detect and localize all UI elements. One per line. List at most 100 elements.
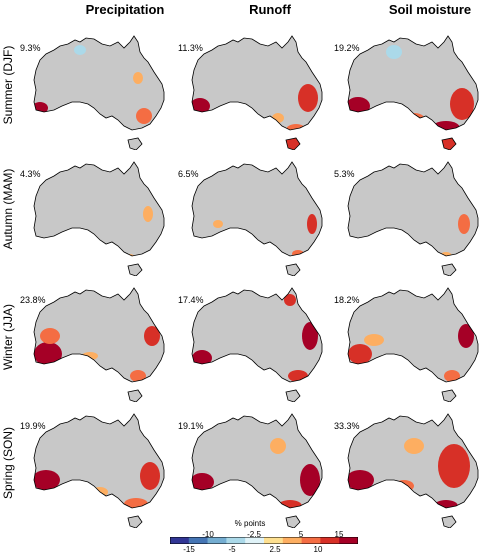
area-percentage-label: 5.3% xyxy=(334,169,355,179)
anomaly-region xyxy=(133,72,143,84)
tasmania-shape xyxy=(127,515,143,528)
map-panel-winter-precip: 23.8% xyxy=(20,280,172,402)
anomaly-region xyxy=(348,344,372,364)
anomaly-region xyxy=(192,473,214,491)
column-title-soil-moisture: Soil moisture xyxy=(388,2,472,17)
colorbar-label: 10 xyxy=(313,545,323,554)
colorbar-border xyxy=(170,537,358,544)
map-panel-spring-runoff: 19.1% xyxy=(178,406,330,528)
colorbar-segment xyxy=(320,537,340,544)
coastline xyxy=(347,287,479,383)
map-panel-spring-precip: 19.9% xyxy=(20,406,172,528)
map-panel-summer-precip: 9.3% xyxy=(20,28,172,150)
colorbar-label: 5 xyxy=(298,530,304,539)
coastline xyxy=(33,35,165,131)
anomaly-region xyxy=(348,470,374,490)
australia-map xyxy=(191,161,323,276)
tasmania-shape xyxy=(285,263,301,276)
anomaly-region xyxy=(438,444,470,488)
colorbar-label: 15 xyxy=(334,530,344,539)
anomaly-region xyxy=(432,121,460,130)
map-panel-winter-runoff: 17.4% xyxy=(178,280,330,402)
anomaly-region xyxy=(307,214,317,234)
colorbar-segment xyxy=(264,537,284,544)
australia-map xyxy=(33,35,165,150)
colorbar-label: 2.5 xyxy=(269,545,281,554)
anomaly-region xyxy=(394,480,414,492)
map-panel-summer-runoff: 11.3% xyxy=(178,28,330,150)
coastline xyxy=(33,161,165,257)
column-title-runoff: Runoff xyxy=(249,2,291,17)
colorbar xyxy=(170,537,358,544)
colorbar-segment xyxy=(226,537,246,544)
map-panel-autumn-soil: 5.3% xyxy=(334,154,486,276)
anomaly-region xyxy=(144,326,160,346)
tasmania-shape xyxy=(441,389,457,402)
australia-map xyxy=(191,35,323,150)
australia-map xyxy=(347,161,479,276)
area-percentage-label: 19.2% xyxy=(334,43,360,53)
anomaly-region xyxy=(74,242,86,250)
anomaly-region xyxy=(74,45,86,55)
colorbar-label: -2.5 xyxy=(247,530,261,539)
coastline xyxy=(33,413,165,509)
anomaly-region xyxy=(450,88,474,120)
anomaly-region xyxy=(130,370,146,382)
coastline xyxy=(347,161,479,257)
colorbar-segment xyxy=(170,537,190,544)
australia-map xyxy=(33,287,165,402)
anomaly-region xyxy=(286,124,306,130)
mainland-shape xyxy=(34,162,164,256)
row-title-autumn: Autumn (MAM) xyxy=(1,168,15,250)
coastline xyxy=(33,287,165,383)
colorbar-svg xyxy=(170,537,358,544)
australia-map xyxy=(347,413,479,528)
tasmania-shape xyxy=(127,137,143,150)
coastline xyxy=(347,413,479,509)
colorbar-label: -5 xyxy=(228,545,236,554)
area-percentage-label: 17.4% xyxy=(178,295,204,305)
anomaly-region xyxy=(404,438,424,454)
area-percentage-label: 11.3% xyxy=(178,43,203,53)
australia-map xyxy=(33,161,165,276)
map-panel-spring-soil: 33.3% xyxy=(334,406,486,528)
tasmania-shape xyxy=(441,137,457,150)
coastline xyxy=(191,161,323,257)
anomaly-region xyxy=(458,214,470,234)
australia-map xyxy=(347,287,479,402)
mainland-shape xyxy=(348,288,478,382)
area-percentage-label: 19.1% xyxy=(178,421,204,431)
coastline xyxy=(191,287,323,383)
area-percentage-label: 33.3% xyxy=(334,421,360,431)
tasmania-shape xyxy=(285,389,301,402)
anomaly-region xyxy=(124,498,148,508)
australia-map xyxy=(347,35,479,150)
colorbar-segment xyxy=(188,537,208,544)
anomaly-region xyxy=(440,252,452,256)
mainland-shape xyxy=(348,36,478,130)
column-title-precipitation: Precipitation xyxy=(85,2,165,17)
anomaly-region xyxy=(458,324,474,348)
mainland-shape xyxy=(34,36,164,130)
anomaly-region xyxy=(278,500,302,508)
australia-map xyxy=(191,287,323,402)
colorbar-label: -15 xyxy=(183,545,195,554)
row-title-summer: Summer (DJF) xyxy=(1,45,15,125)
row-title-winter: Winter (JJA) xyxy=(1,304,15,370)
mainland-shape xyxy=(34,414,164,508)
anomaly-region xyxy=(284,294,296,306)
colorbar-label: -10 xyxy=(202,530,214,539)
area-percentage-label: 4.3% xyxy=(20,169,41,179)
anomaly-region xyxy=(82,352,98,360)
anomaly-region xyxy=(300,464,320,496)
area-percentage-label: 6.5% xyxy=(178,169,199,179)
colorbar-title: % points xyxy=(234,519,266,528)
mainland-shape xyxy=(192,162,322,256)
area-percentage-label: 19.9% xyxy=(20,421,46,431)
mainland-shape xyxy=(34,288,164,382)
map-panel-summer-soil: 19.2% xyxy=(334,28,486,150)
colorbar-segment xyxy=(207,537,227,544)
tasmania-shape xyxy=(285,137,301,150)
anomaly-region xyxy=(386,45,402,59)
anomaly-region xyxy=(140,462,160,490)
